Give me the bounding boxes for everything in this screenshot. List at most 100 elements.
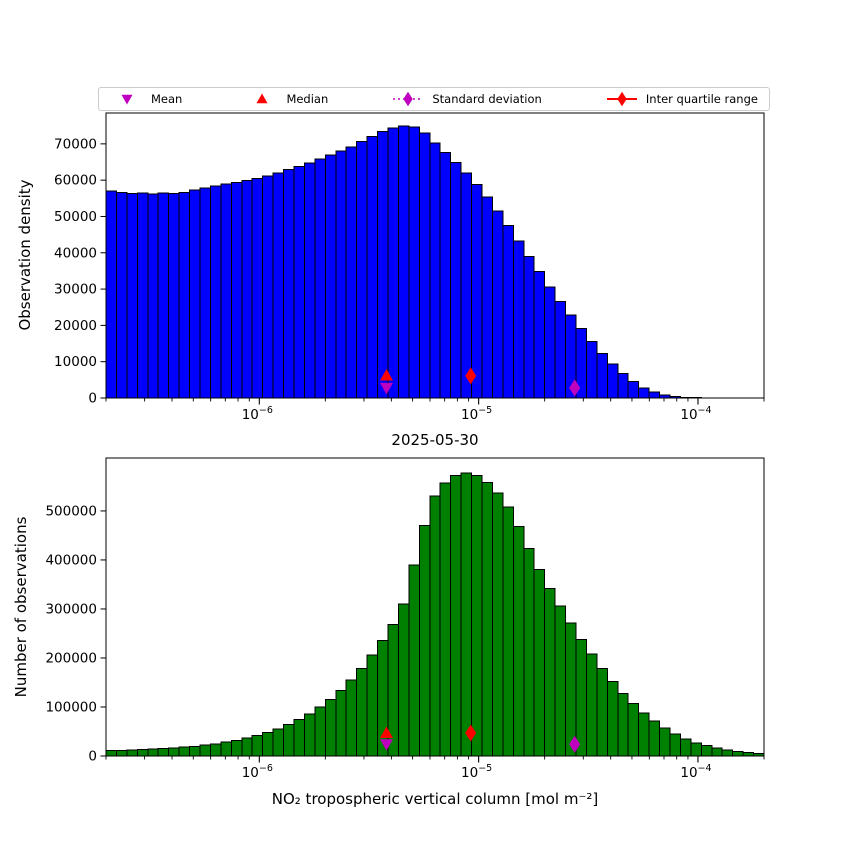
bar xyxy=(554,300,567,399)
bar xyxy=(147,748,159,757)
iqr-marker xyxy=(465,367,477,385)
bar xyxy=(126,749,138,757)
bar xyxy=(168,193,180,399)
legend: Mean Median Standard deviation Inter quarti… xyxy=(98,87,770,111)
bar xyxy=(397,603,410,757)
bar xyxy=(439,152,452,399)
bar xyxy=(157,748,170,757)
bottom-chart-xlabel: NO₂ tropospheric vertical column [mol m⁻… xyxy=(271,790,599,808)
legend-item-label: Mean xyxy=(151,92,183,106)
median-marker xyxy=(379,726,393,738)
x-tick-label: 10−5 xyxy=(461,763,492,781)
axes-frame xyxy=(105,112,765,399)
bar xyxy=(303,162,316,399)
y-tick-label: 500000 xyxy=(45,503,97,519)
bar xyxy=(460,172,473,399)
bar xyxy=(178,746,191,757)
bar xyxy=(189,189,201,399)
y-tick-label: 20000 xyxy=(54,318,97,334)
bar xyxy=(533,568,546,757)
bar xyxy=(648,391,661,399)
bar xyxy=(690,742,702,757)
bar xyxy=(606,681,619,757)
x-ticks xyxy=(105,398,765,405)
legend-item-label: Standard deviation xyxy=(432,92,542,106)
legend-item: Standard deviation xyxy=(391,91,542,107)
bar xyxy=(147,193,159,399)
bar xyxy=(544,286,556,399)
bar xyxy=(679,738,692,757)
bar xyxy=(324,699,337,757)
bar xyxy=(189,745,201,757)
bar xyxy=(157,192,170,399)
std-marker xyxy=(569,379,581,397)
std-marker xyxy=(569,735,581,753)
bar xyxy=(136,749,149,757)
bar xyxy=(585,340,598,399)
y-tick-label: 40000 xyxy=(54,245,97,261)
y-tick-label: 200000 xyxy=(45,650,97,666)
bar xyxy=(450,161,462,399)
bar xyxy=(356,141,368,399)
bar xyxy=(366,654,379,757)
top-chart: 10−6 10−5 10−4 0 10000 20000 30000 40000 50000 60… xyxy=(54,112,765,423)
y-tick-label: 400000 xyxy=(45,552,97,568)
bar xyxy=(617,692,629,757)
bar xyxy=(554,605,567,757)
bar xyxy=(491,210,504,399)
bar xyxy=(418,525,431,757)
bar xyxy=(606,363,619,399)
histogram-bars xyxy=(105,472,765,757)
iqr-marker xyxy=(465,724,477,742)
legend-item: Mean xyxy=(110,91,182,107)
bar xyxy=(220,183,232,399)
bottom-chart: 10−6 10−5 10−4 0 100000 200000 300000 400000 500… xyxy=(45,457,765,781)
bar xyxy=(627,703,640,757)
bar xyxy=(377,131,389,399)
bar xyxy=(105,190,117,399)
bar xyxy=(272,172,285,399)
y-tick-label: 60000 xyxy=(54,173,97,189)
top-chart-xlabel: 2025-05-30 xyxy=(391,431,479,449)
triangle-up-icon xyxy=(256,93,268,104)
bar xyxy=(397,125,410,399)
bar xyxy=(241,737,253,757)
bar xyxy=(565,622,577,757)
bar xyxy=(356,667,368,757)
bar xyxy=(700,745,713,757)
bar xyxy=(721,749,734,757)
y-tick-label: 50000 xyxy=(54,209,97,225)
bar xyxy=(251,177,264,399)
triangle-down-glyph xyxy=(121,94,133,105)
bar xyxy=(345,679,358,757)
bar xyxy=(230,181,243,399)
bar xyxy=(471,184,483,399)
bar xyxy=(335,150,347,399)
bar xyxy=(648,720,661,757)
bar xyxy=(418,132,431,399)
bar xyxy=(230,739,243,757)
x-tick-label: 10−4 xyxy=(680,405,711,423)
bar xyxy=(136,192,149,399)
bar xyxy=(617,373,629,399)
bar xyxy=(429,142,441,399)
y-tick-label: 0 xyxy=(88,749,97,765)
bar xyxy=(460,472,473,757)
bar xyxy=(491,492,504,757)
stat-markers xyxy=(379,367,581,397)
diamond-icon xyxy=(393,91,424,107)
legend-item-label: Median xyxy=(286,92,329,106)
y-tick-label: 10000 xyxy=(54,354,97,370)
bar xyxy=(105,750,117,757)
bar xyxy=(429,495,441,757)
bar xyxy=(262,175,274,399)
bar xyxy=(638,712,650,757)
bar xyxy=(502,506,514,757)
bar xyxy=(324,154,337,399)
triangle-down-icon xyxy=(121,94,133,105)
bar xyxy=(262,731,274,757)
mean-marker xyxy=(379,382,393,395)
x-tick-label: 10−6 xyxy=(242,763,273,781)
